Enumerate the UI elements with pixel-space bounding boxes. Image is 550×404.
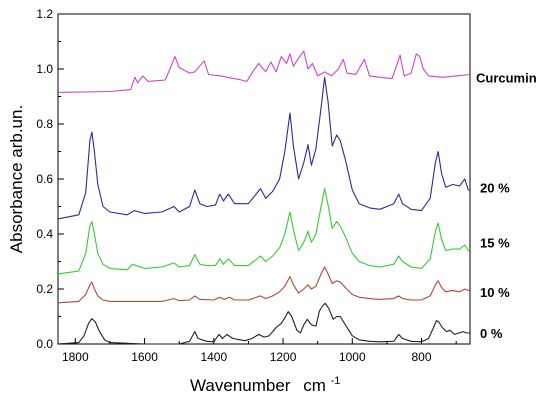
y-tick-label: 1.0	[36, 62, 53, 76]
plot-area	[57, 13, 471, 345]
x-tick-label: 1400	[200, 350, 227, 364]
y-tick-label: 0.0	[36, 337, 53, 351]
series-line	[57, 188, 471, 275]
y-tick-label: 0.4	[36, 227, 53, 241]
x-axis-title-unit-sup: -1	[331, 375, 341, 387]
labels-layer: Curcumin 20 % 15 % 10 % 0 %	[476, 70, 537, 341]
series-line	[57, 50, 471, 93]
axes-layer: 1800 1600 1400 1200 1000 800 0.0 0.2 0.4 0.6 0.8 1.…	[36, 7, 457, 364]
series-label: 0 %	[480, 326, 503, 341]
series-label: Curcumin	[476, 70, 537, 85]
series-label: 15 %	[480, 235, 510, 250]
x-axis-title-unit: cm	[303, 376, 326, 395]
x-tick-label: 1200	[270, 350, 297, 364]
y-tick-label: 0.2	[36, 282, 53, 296]
x-tick-label: 1000	[339, 350, 366, 364]
y-tick-label: 1.2	[36, 7, 53, 21]
y-axis-title: Absorbance arb.un.	[7, 105, 26, 253]
series-label: 20 %	[480, 180, 510, 195]
x-axis-title: Wavenumber cm -1	[190, 375, 340, 395]
x-tick-label: 800	[412, 350, 432, 364]
x-axis-title-text: Wavenumber	[190, 376, 291, 395]
x-tick-label: 1800	[62, 350, 89, 364]
y-tick-label: 0.6	[36, 172, 53, 186]
series-line	[57, 76, 470, 220]
y-tick-label: 0.8	[36, 117, 53, 131]
series-layer	[57, 50, 471, 345]
series-label: 10 %	[480, 285, 510, 300]
plot-frame	[57, 13, 471, 345]
x-tick-label: 1600	[131, 350, 158, 364]
series-line	[57, 266, 470, 304]
series-line	[57, 302, 470, 345]
